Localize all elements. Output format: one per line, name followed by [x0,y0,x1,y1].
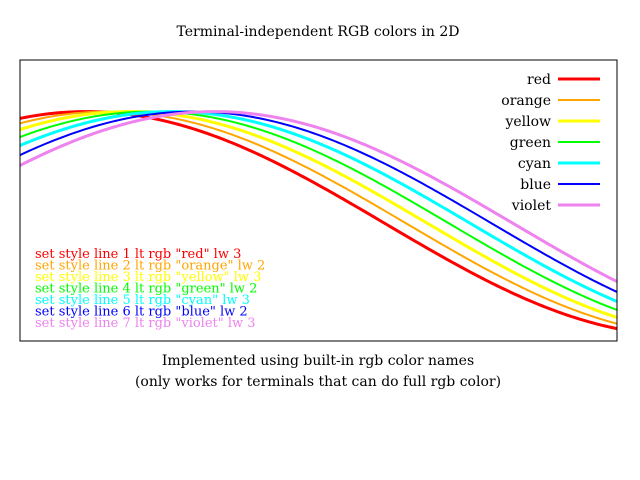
plot-frame [19,59,618,342]
x-axis-label-line2: (only works for terminals that can do fu… [135,374,501,390]
legend-label-violet: violet [511,198,552,214]
annotation-line-4: set style line 4 lt rgb "green" lw 2 [35,282,257,297]
annotation-line-5: set style line 5 lt rgb "cyan" lw 3 [35,293,250,308]
annotation-line-3: set style line 3 lt rgb "yellow" lw 3 [35,270,261,285]
x-axis-label: Implemented using built-in rgb color nam… [162,353,474,369]
series-line-yellow [20,110,617,319]
series-line-green [20,110,617,311]
legend-label-yellow: yellow [504,114,551,130]
chart-title: Terminal-independent RGB colors in 2D [177,24,460,40]
series-line-cyan [20,110,617,303]
legend-label-cyan: cyan [518,156,551,172]
series-layer [20,110,617,331]
annotation-line-7: set style line 7 lt rgb "violet" lw 3 [35,316,256,331]
annotation-line-1: set style line 1 lt rgb "red" lw 3 [35,247,241,262]
series-line-violet [20,110,617,283]
legend-label-green: green [510,135,551,151]
annotation-line-6: set style line 6 lt rgb "blue" lw 2 [35,305,248,320]
legend-label-red: red [527,72,551,88]
series-line-blue [20,110,617,293]
legend: red orange yellow green cyan blue violet [501,72,600,214]
legend-label-orange: orange [501,93,551,109]
legend-label-blue: blue [520,177,551,193]
annotation-line-2: set style line 2 lt rgb "orange" lw 2 [35,259,265,274]
